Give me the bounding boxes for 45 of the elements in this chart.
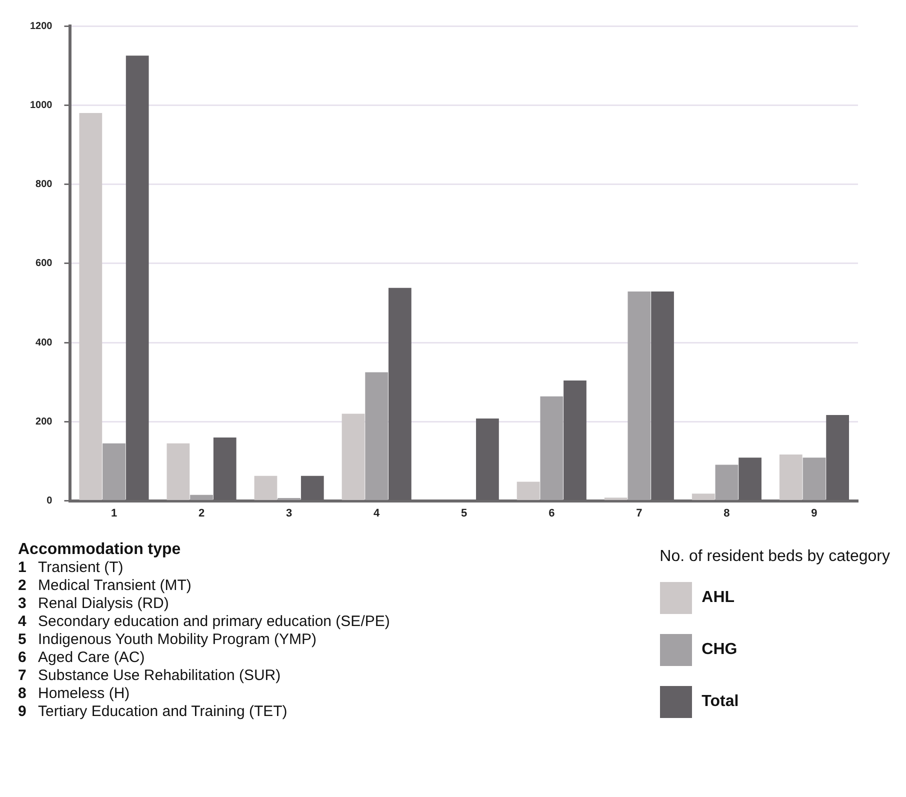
legend-title: No. of resident beds by category [660, 548, 890, 566]
x-tick-label: 8 [724, 507, 730, 520]
x-tick-label: 4 [374, 507, 381, 520]
text: 1 Transient (T) [18, 559, 124, 576]
bar [102, 443, 126, 500]
bar [516, 482, 540, 500]
text: 3 Renal Dialysis (RD) [18, 595, 169, 612]
x-tick-label: 3 [286, 507, 292, 520]
x-tick-label: 1 [110, 507, 118, 520]
bar [79, 113, 102, 500]
bar [190, 494, 213, 500]
x-tick-label: 5 [461, 507, 468, 520]
text: 7 Substance Use Rehabilitation (SUR) [18, 667, 281, 684]
legend-label: Total [702, 693, 739, 711]
y-tick-label: 1200 [30, 20, 53, 32]
text: 6 Aged Care (AC) [18, 649, 145, 666]
bar [779, 454, 802, 500]
text: 8 Homeless (H) [18, 685, 130, 702]
x-tick-label: 7 [636, 507, 642, 520]
y-tick-label: 600 [36, 258, 53, 270]
y-tick-label: 0 [46, 496, 53, 507]
bar [628, 291, 651, 500]
y-tick-label: 400 [36, 337, 53, 348]
text: 9 Tertiary Education and Training (TET) [18, 703, 288, 720]
legend-label: AHL [702, 589, 735, 607]
bar [342, 414, 365, 500]
y-tick-label: 200 [36, 416, 53, 428]
text: 5 Indigenous Youth Mobility Program (YMP) [18, 631, 316, 648]
y-tick-label: 1000 [30, 100, 53, 111]
y-tick-label: 800 [36, 179, 53, 190]
bar [692, 494, 715, 500]
bar [802, 458, 826, 500]
bar [715, 464, 738, 500]
text: Accommodation type [18, 541, 181, 558]
bar [365, 372, 388, 500]
bar [540, 396, 564, 500]
bar [254, 476, 278, 500]
legend-label: CHG [702, 641, 738, 659]
x-tick-label: 9 [811, 507, 818, 520]
x-tick-label: 2 [198, 507, 205, 520]
bar [166, 443, 190, 500]
bar [604, 498, 628, 500]
text: 2 Medical Transient (MT) [18, 577, 192, 594]
text: 4 Secondary education and primary education (SE/PE) [18, 613, 390, 630]
x-tick-label: 6 [548, 507, 555, 520]
